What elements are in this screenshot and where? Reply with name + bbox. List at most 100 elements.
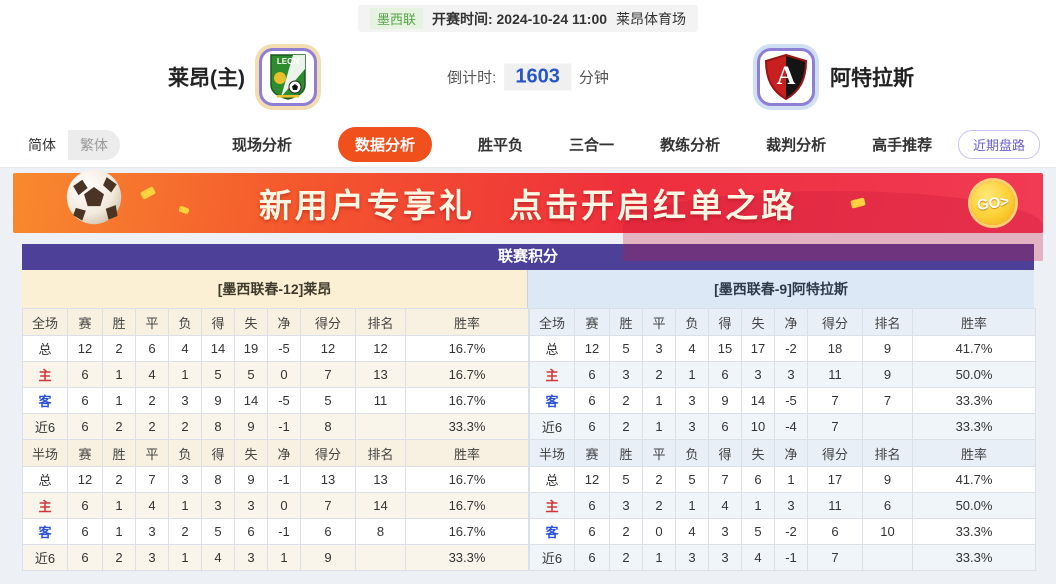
stat-cell: 2 — [609, 413, 643, 440]
stat-cell: 2 — [102, 466, 136, 493]
stat-cell: 4 — [675, 518, 709, 545]
stat-cell: 1 — [168, 492, 202, 519]
stat-cell: 2 — [135, 413, 169, 440]
stat-cell: 2 — [609, 544, 643, 571]
away-team-logo: A — [757, 48, 815, 106]
stat-cell: 3 — [609, 361, 643, 388]
stat-cell: 4 — [675, 335, 709, 362]
league-badge[interactable]: 墨西联 — [369, 8, 423, 29]
tab-referee-analysis[interactable]: 裁判分析 — [766, 137, 827, 154]
stat-cell: 3 — [201, 492, 235, 519]
stat-cell: 0 — [642, 518, 676, 545]
stat-cell: 6 — [67, 518, 103, 545]
stat-cell: 5 — [201, 361, 235, 388]
stat-cell: -4 — [774, 413, 808, 440]
column-header: 失 — [741, 308, 775, 336]
row-label: 近6 — [529, 413, 575, 440]
stats-row: 总 12 5 2 5 7 6 1 17 9 41.7% — [529, 466, 1036, 493]
stat-cell: 3 — [675, 413, 709, 440]
away-team-name: 阿特拉斯 — [830, 67, 914, 90]
lang-traditional-button[interactable]: 繁体 — [80, 136, 108, 153]
column-header: 得分 — [807, 308, 863, 336]
stat-cell: 6 — [135, 335, 169, 362]
column-header: 赛 — [574, 308, 610, 336]
confetti-icon — [178, 205, 190, 215]
stat-cell: 19 — [234, 335, 268, 362]
go-button[interactable]: GO> — [968, 178, 1018, 228]
column-header: 得 — [201, 439, 235, 467]
stat-cell: 14 — [234, 387, 268, 414]
stat-cell: 6 — [67, 387, 103, 414]
svg-text:LEON: LEON — [277, 57, 299, 66]
tab-live-analysis[interactable]: 现场分析 — [232, 137, 293, 154]
content-area: 新用户专享礼 点击开启红单之路 GO> 联赛积分 [墨西联春-12]莱昂 [墨西… — [0, 168, 1056, 584]
stats-row: 近6 6 2 2 2 8 9 -1 8 33.3% — [22, 413, 529, 440]
column-header-row: 全场赛胜平负得失净得分 排名 胜率 — [529, 308, 1036, 336]
kickoff-time: 开赛时间: 2024-10-24 11:00 — [431, 10, 608, 27]
stat-cell: 6 — [67, 492, 103, 519]
banner-text: 新用户专享礼 点击开启红单之路 — [258, 187, 798, 224]
stat-cell — [862, 413, 913, 440]
tab-data-analysis[interactable]: 数据分析 — [338, 127, 433, 162]
stat-cell: 33.3% — [912, 544, 1036, 571]
confetti-icon — [850, 197, 866, 209]
lang-simplified-button[interactable]: 简体 — [16, 129, 68, 160]
stat-cell: 2 — [642, 492, 676, 519]
stat-cell: -1 — [267, 466, 301, 493]
stat-cell: 2 — [168, 518, 202, 545]
stat-cell: 6 — [574, 492, 610, 519]
stats-row: 近6 6 2 1 3 3 4 -1 7 33.3% — [529, 544, 1036, 571]
stats-row: 近6 6 2 1 3 6 10 -4 7 33.3% — [529, 413, 1036, 440]
stat-cell: 6 — [234, 518, 268, 545]
row-label: 主 — [22, 492, 68, 519]
column-header: 赛 — [67, 308, 103, 336]
stat-cell — [862, 544, 913, 571]
countdown-unit: 分钟 — [578, 69, 609, 87]
home-standings-header: [墨西联春-12]莱昂 — [22, 270, 528, 308]
stat-cell: 4 — [201, 544, 235, 571]
stat-cell: 7 — [135, 466, 169, 493]
promo-banner[interactable]: 新用户专享礼 点击开启红单之路 GO> — [13, 169, 1043, 261]
countdown-label: 倒计时: — [447, 69, 497, 87]
stat-cell: 4 — [168, 335, 202, 362]
column-header: 净 — [267, 308, 301, 336]
stats-row: 客 6 1 2 3 9 14 -5 5 11 16.7% — [22, 387, 529, 414]
stat-cell: 2 — [102, 335, 136, 362]
match-info-bar: 墨西联 开赛时间: 2024-10-24 11:00 莱昂体育场 — [357, 5, 699, 32]
stat-cell: 5 — [300, 387, 356, 414]
stat-cell: 3 — [675, 387, 709, 414]
column-header: 失 — [741, 439, 775, 467]
stats-row: 主 6 1 4 1 3 3 0 7 14 16.7% — [22, 492, 529, 519]
football-icon — [65, 168, 123, 231]
stats-row: 总 12 2 6 4 14 19 -5 12 12 16.7% — [22, 335, 529, 362]
go-button-label: GO> — [975, 192, 1011, 214]
stat-cell: 0 — [267, 361, 301, 388]
stat-cell: -2 — [774, 335, 808, 362]
stat-cell: 1 — [168, 544, 202, 571]
stat-cell: 8 — [300, 413, 356, 440]
tab-expert-picks[interactable]: 高手推荐 — [872, 137, 933, 154]
column-header: 排名 — [862, 308, 913, 336]
stat-cell: 41.7% — [912, 466, 1036, 493]
standings-team-headers: [墨西联春-12]莱昂 [墨西联春-9]阿特拉斯 — [22, 270, 1034, 308]
recent-trends-button[interactable]: 近期盘路 — [957, 130, 1040, 159]
column-header: 胜率 — [405, 308, 529, 336]
stat-cell: 4 — [741, 544, 775, 571]
stats-row: 客 6 1 3 2 5 6 -1 6 8 16.7% — [22, 518, 529, 545]
countdown-value: 1603 — [504, 63, 571, 91]
column-header: 排名 — [355, 308, 406, 336]
stat-cell: 8 — [355, 518, 406, 545]
tab-coach-analysis[interactable]: 教练分析 — [660, 137, 721, 154]
stat-cell: -5 — [267, 335, 301, 362]
tab-win-draw-loss[interactable]: 胜平负 — [478, 137, 524, 154]
stat-cell: 5 — [675, 466, 709, 493]
stat-cell: 6 — [574, 518, 610, 545]
stat-cell: 16.7% — [405, 466, 529, 493]
stat-cell: 1 — [675, 492, 709, 519]
tab-three-in-one[interactable]: 三合一 — [569, 137, 615, 154]
stat-cell: 8 — [201, 466, 235, 493]
stat-cell: 15 — [708, 335, 742, 362]
home-team-name: 莱昂(主) — [168, 67, 245, 90]
stat-cell: 6 — [574, 361, 610, 388]
stat-cell: 9 — [234, 466, 268, 493]
